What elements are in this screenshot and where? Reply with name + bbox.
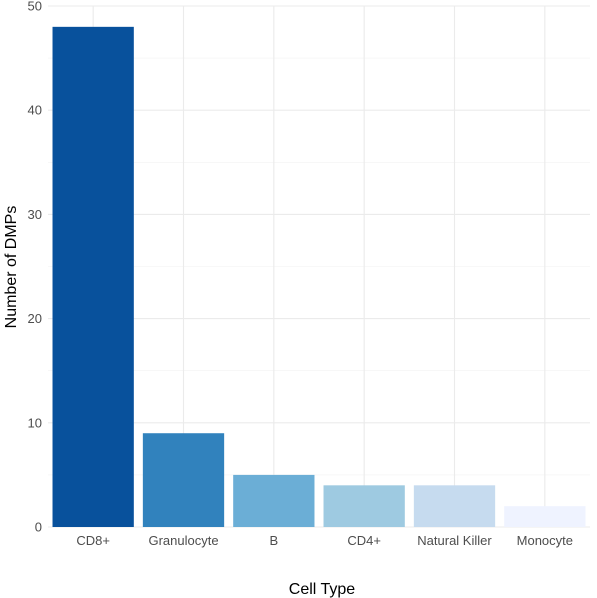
x-tick-label: CD8+ — [76, 533, 110, 548]
bar-granulocyte — [142, 433, 225, 527]
x-tick-label: CD4+ — [347, 533, 381, 548]
y-tick-label: 50 — [28, 0, 42, 14]
y-tick-label: 10 — [28, 415, 42, 430]
x-tick-label: Natural Killer — [417, 533, 492, 548]
bar-cd4 — [323, 485, 405, 527]
y-axis-tick-labels: 0 10 20 30 40 50 — [28, 0, 42, 535]
y-axis-title: Number of DMPs — [3, 206, 20, 329]
x-tick-label: B — [269, 533, 278, 548]
bar-b — [233, 474, 315, 527]
bar-cd8 — [52, 26, 134, 528]
bar-natural-killer — [413, 485, 496, 527]
x-tick-label: Granulocyte — [148, 533, 218, 548]
y-tick-label: 40 — [28, 103, 42, 118]
bar-monocyte — [504, 506, 586, 527]
x-axis-tick-labels: CD8+ Granulocyte B CD4+ Natural Killer Monocy… — [76, 533, 573, 548]
y-tick-label: 30 — [28, 207, 42, 222]
x-tick-label: Monocyte — [517, 533, 573, 548]
y-tick-label: 0 — [35, 520, 42, 535]
bars — [52, 26, 586, 528]
x-axis-title: Cell Type — [289, 581, 356, 598]
y-tick-label: 20 — [28, 311, 42, 326]
